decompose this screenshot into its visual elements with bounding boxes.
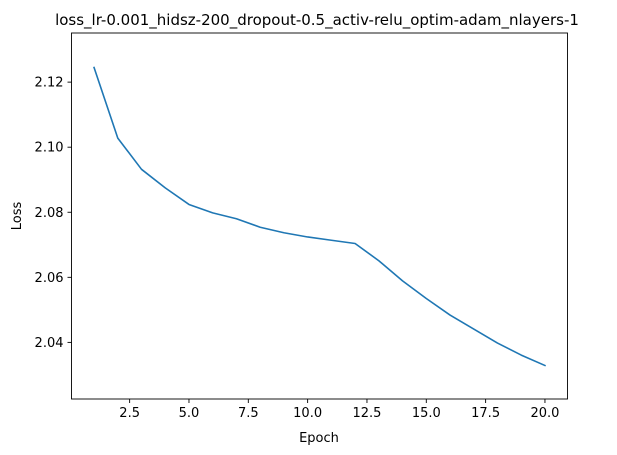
data-point-1	[93, 67, 95, 69]
y-tick-label: 2.08	[35, 206, 64, 221]
data-point-18	[497, 342, 499, 344]
data-point-20	[544, 365, 546, 367]
data-point-2	[117, 137, 119, 139]
x-axis-label: Epoch	[299, 431, 339, 446]
x-tick-label: 2.5	[119, 406, 140, 421]
x-tick-label: 15.0	[412, 406, 441, 421]
data-point-16	[449, 314, 451, 316]
x-tick-label: 5.0	[179, 406, 200, 421]
x-tick-label: 10.0	[293, 406, 322, 421]
y-tick-label: 2.06	[35, 271, 64, 286]
x-tick-label: 12.5	[352, 406, 381, 421]
y-tick-label: 2.12	[35, 76, 64, 91]
data-point-11	[331, 239, 333, 241]
data-point-3	[141, 169, 143, 171]
data-point-7	[236, 218, 238, 220]
x-tick-label: 20.0	[530, 406, 559, 421]
y-tick-label: 2.10	[35, 141, 64, 156]
data-point-12	[354, 243, 356, 245]
x-axis-ticks: 2.5 5.0 7.5 10.0 12.5 15.0 17.5 20.0	[119, 399, 559, 421]
plot-area	[93, 66, 547, 367]
data-point-17	[473, 328, 475, 330]
series-line-0	[93, 66, 547, 367]
chart-title: loss_lr-0.001_hidsz-200_dropout-0.5_acti…	[55, 11, 579, 30]
data-point-10	[307, 236, 309, 238]
y-axis-ticks: 2.04 2.06 2.08 2.10 2.12	[35, 76, 72, 351]
data-point-6	[212, 212, 214, 214]
axes-frame	[71, 32, 568, 400]
data-point-19	[520, 354, 522, 356]
y-tick-label: 2.04	[35, 336, 64, 351]
y-axis-label: Loss	[10, 202, 25, 231]
data-point-14	[402, 280, 404, 282]
x-tick-label: 7.5	[238, 406, 259, 421]
data-point-8	[259, 226, 261, 228]
data-point-9	[283, 232, 285, 234]
data-point-5	[188, 204, 190, 206]
x-tick-label: 17.5	[471, 406, 500, 421]
data-point-13	[378, 260, 380, 262]
data-point-15	[425, 298, 427, 300]
data-point-4	[164, 187, 166, 189]
